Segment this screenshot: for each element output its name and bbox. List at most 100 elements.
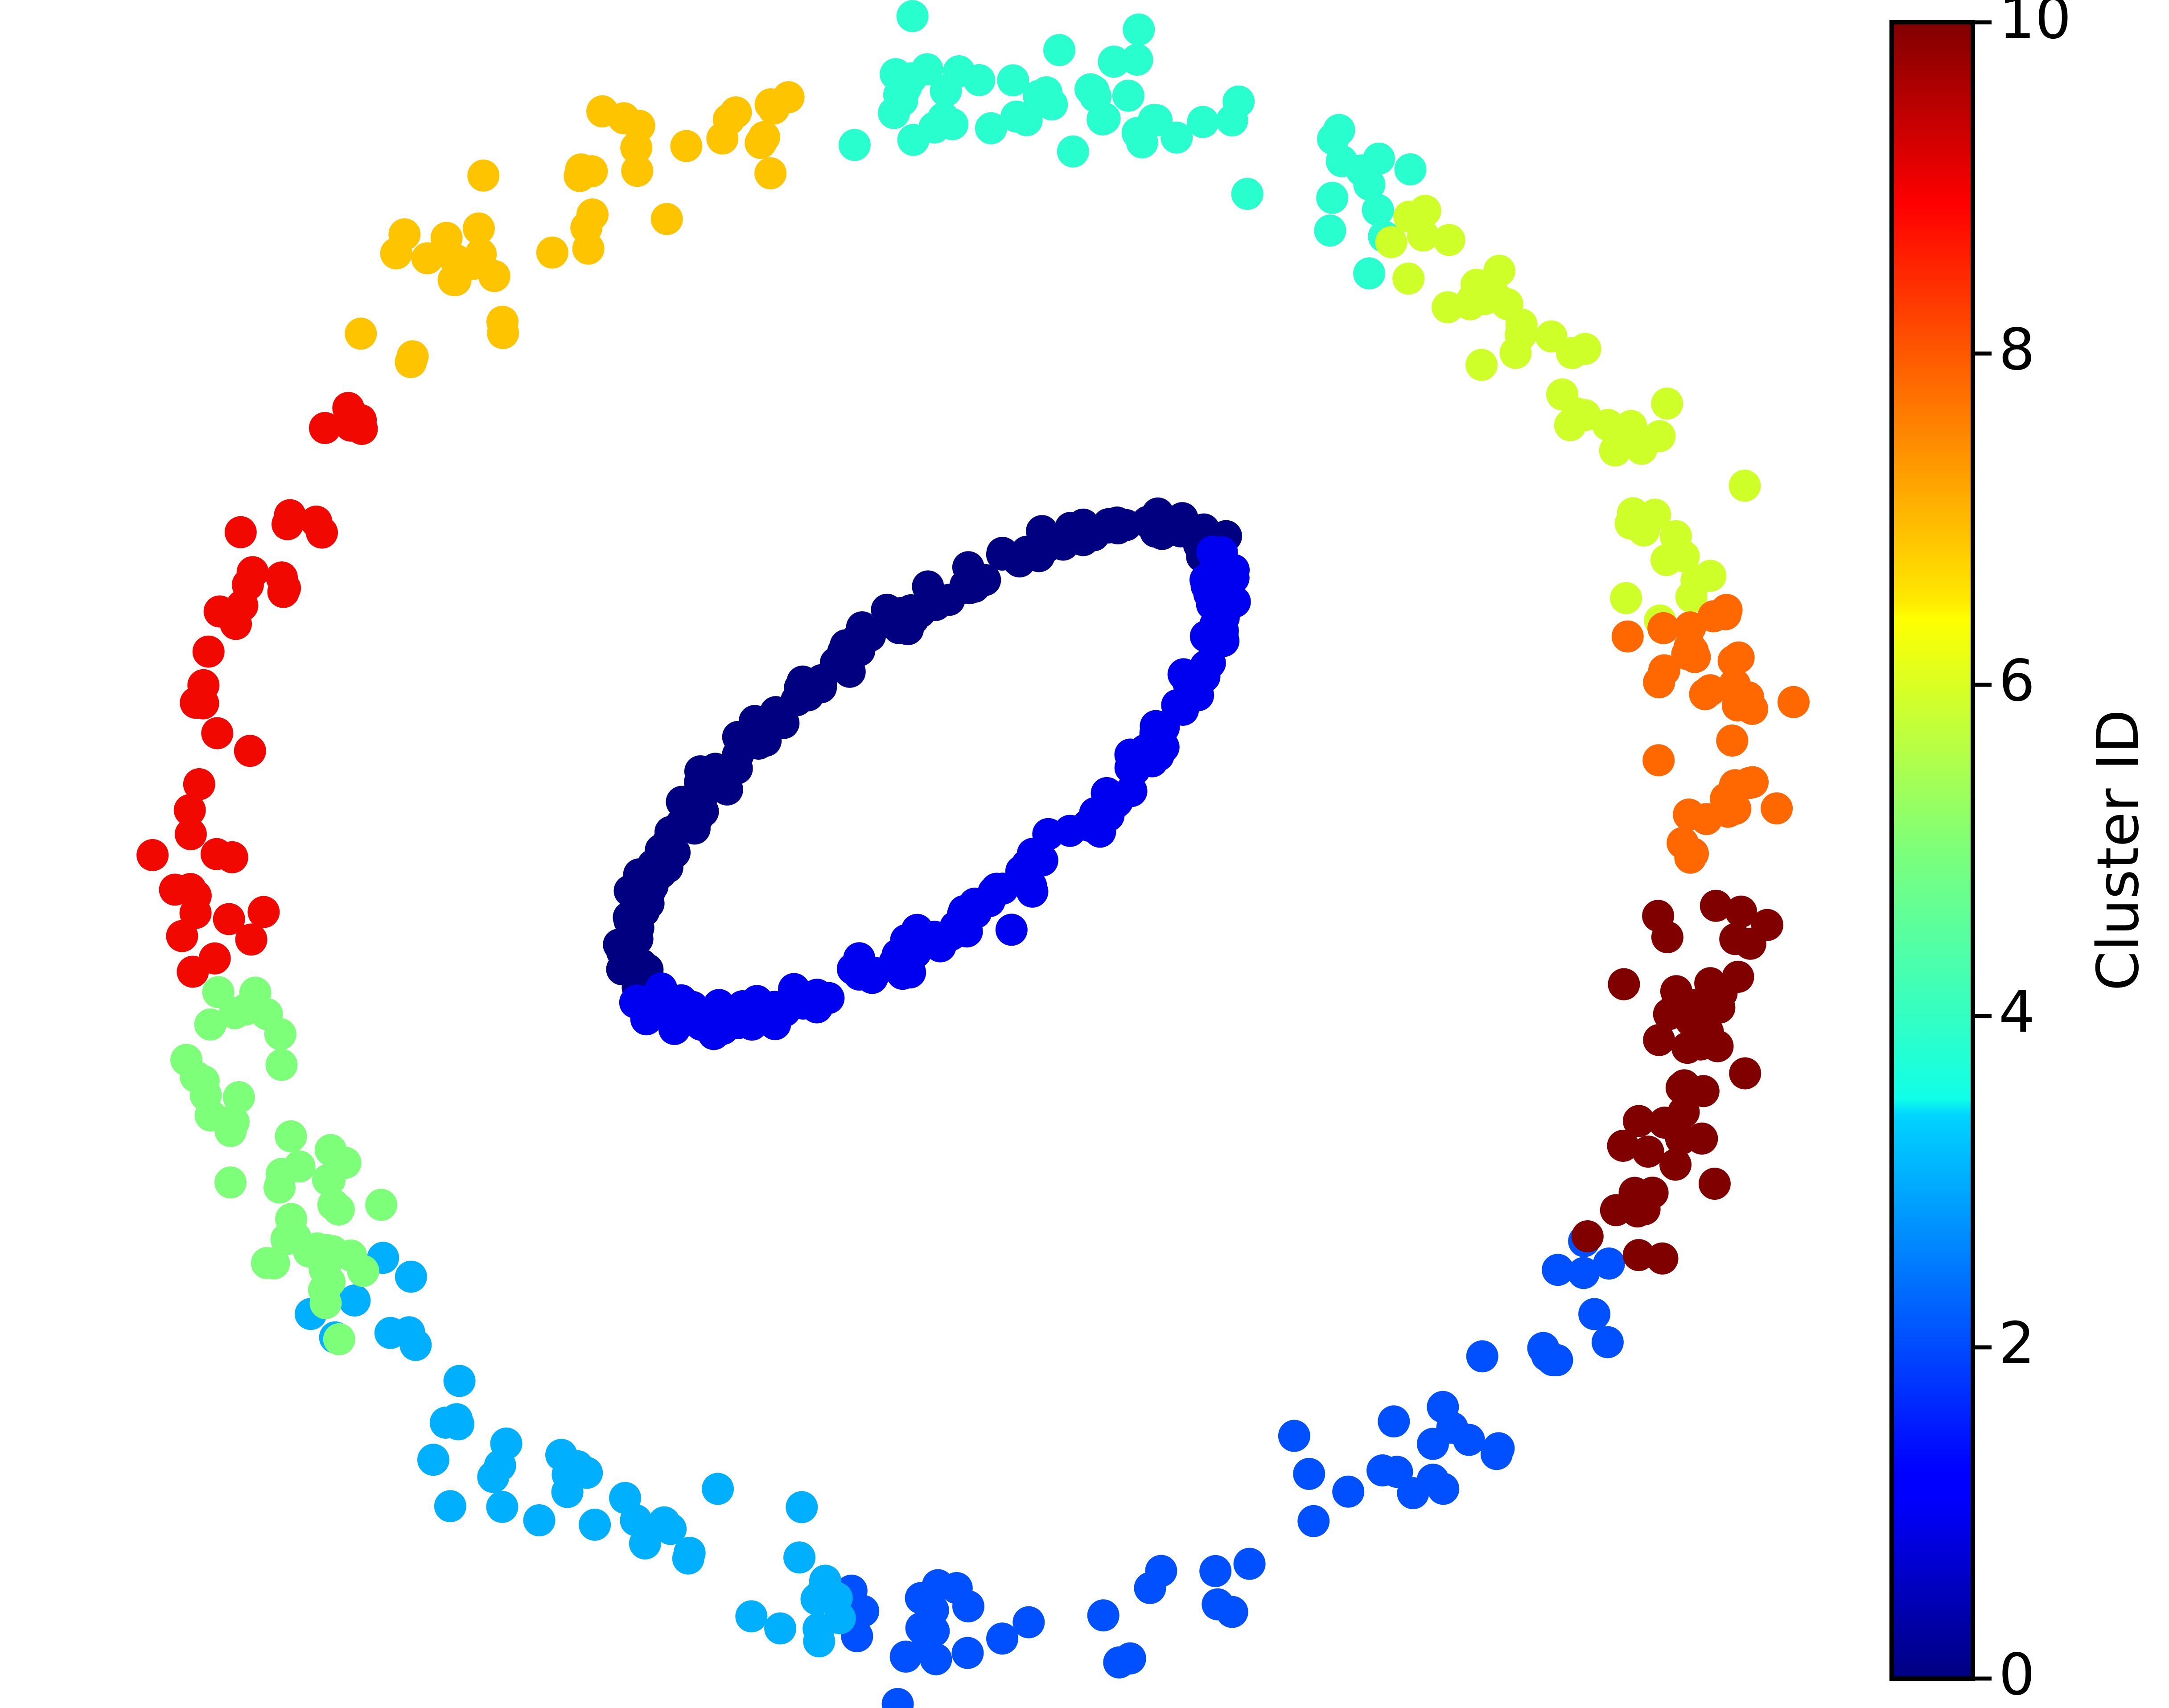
scatter-point-cluster-7 bbox=[380, 237, 412, 269]
scatter-point-cluster-5 bbox=[251, 1247, 283, 1279]
scatter-point-cluster-6 bbox=[1375, 226, 1408, 258]
scatter-point-cluster-0 bbox=[792, 679, 824, 712]
scatter-point-cluster-5 bbox=[214, 1115, 247, 1147]
scatter-point-cluster-2 bbox=[1568, 1257, 1600, 1289]
scatter-point-cluster-1 bbox=[1202, 621, 1234, 653]
scatter-point-cluster-4 bbox=[1314, 214, 1346, 247]
scatter-point-cluster-10 bbox=[1632, 1136, 1664, 1168]
scatter-point-cluster-2 bbox=[1378, 1405, 1410, 1437]
scatter-point-cluster-8 bbox=[1643, 666, 1675, 698]
scatter-point-cluster-4 bbox=[1316, 182, 1348, 214]
scatter-point-cluster-3 bbox=[783, 1541, 815, 1573]
scatter-point-cluster-7 bbox=[395, 346, 427, 378]
scatter-point-cluster-3 bbox=[444, 1365, 476, 1397]
scatter-point-cluster-3 bbox=[764, 1613, 796, 1645]
scatter-point-cluster-10 bbox=[1643, 1024, 1675, 1056]
scatter-point-cluster-1 bbox=[619, 987, 651, 1019]
scatter-point-cluster-7 bbox=[773, 81, 805, 113]
scatter-point-cluster-10 bbox=[1692, 1016, 1724, 1048]
scatter-point-cluster-1 bbox=[1017, 838, 1049, 870]
scatter-point-cluster-10 bbox=[1687, 1075, 1720, 1107]
scatter-point-cluster-6 bbox=[1604, 428, 1636, 460]
scatter-point-cluster-1 bbox=[996, 914, 1028, 946]
scatter-point-cluster-2 bbox=[1216, 1596, 1248, 1628]
scatter-point-cluster-8 bbox=[1723, 642, 1755, 674]
colorbar-tick-label: 10 bbox=[1999, 0, 2071, 52]
scatter-point-cluster-7 bbox=[620, 132, 652, 164]
scatter-point-cluster-0 bbox=[686, 776, 718, 808]
scatter-point-cluster-7 bbox=[467, 160, 499, 192]
scatter-point-cluster-1 bbox=[1173, 667, 1205, 699]
scatter-point-cluster-6 bbox=[1483, 255, 1515, 287]
scatter-point-cluster-2 bbox=[1541, 1344, 1573, 1376]
scatter-point-cluster-9 bbox=[247, 896, 280, 928]
scatter-point-cluster-5 bbox=[275, 1203, 307, 1235]
scatter-point-cluster-7 bbox=[570, 212, 602, 244]
scatter-point-cluster-3 bbox=[609, 1482, 641, 1514]
scatter-point-cluster-4 bbox=[1323, 114, 1355, 146]
scatter-point-cluster-9 bbox=[226, 589, 258, 621]
scatter-point-cluster-10 bbox=[1729, 1058, 1761, 1090]
scatter-point-cluster-7 bbox=[754, 157, 786, 189]
scatter-point-cluster-8 bbox=[1716, 724, 1748, 757]
scatter-point-cluster-10 bbox=[1649, 1107, 1681, 1139]
scatter-point-cluster-6 bbox=[1650, 544, 1683, 576]
scatter-point-cluster-3 bbox=[803, 1625, 835, 1657]
colorbar-label: Cluster ID bbox=[2085, 709, 2152, 991]
scatter-point-cluster-4 bbox=[1216, 104, 1248, 136]
colorbar-tick-label: 2 bbox=[1999, 1310, 2035, 1377]
scatter-point-cluster-1 bbox=[1091, 777, 1123, 809]
scatter-point-cluster-8 bbox=[1778, 686, 1810, 718]
scatter-point-cluster-9 bbox=[225, 516, 257, 548]
scatter-point-cluster-4 bbox=[880, 58, 912, 90]
scatter-point-cluster-6 bbox=[1554, 409, 1586, 441]
scatter-point-cluster-7 bbox=[438, 264, 470, 296]
scatter-point-cluster-7 bbox=[412, 242, 444, 274]
scatter-point-cluster-9 bbox=[187, 669, 219, 701]
scatter-point-cluster-4 bbox=[897, 0, 929, 32]
scatter-point-cluster-2 bbox=[1199, 1555, 1231, 1587]
scatter-point-cluster-9 bbox=[175, 818, 207, 850]
scatter-point-cluster-4 bbox=[1353, 257, 1385, 289]
scatter-point-cluster-4 bbox=[1074, 73, 1107, 105]
scatter-point-cluster-0 bbox=[824, 645, 856, 677]
scatter-point-cluster-2 bbox=[1087, 1599, 1119, 1631]
scatter-point-cluster-10 bbox=[1725, 896, 1757, 928]
scatter-point-cluster-10 bbox=[1660, 975, 1692, 1007]
scatter-point-cluster-9 bbox=[201, 717, 233, 749]
scatter-point-cluster-6 bbox=[1535, 321, 1568, 353]
scatter-point-cluster-7 bbox=[670, 130, 702, 162]
scatter-point-cluster-2 bbox=[1436, 1412, 1468, 1444]
scatter-point-cluster-7 bbox=[486, 306, 519, 338]
scatter-point-cluster-5 bbox=[264, 1018, 296, 1050]
scatter-point-cluster-5 bbox=[315, 1134, 347, 1166]
scatter-point-cluster-3 bbox=[490, 1428, 523, 1460]
scatter-point-cluster-7 bbox=[576, 155, 608, 187]
scatter-point-cluster-4 bbox=[943, 55, 975, 87]
scatter-point-cluster-7 bbox=[345, 317, 377, 350]
scatter-point-cluster-1 bbox=[859, 957, 891, 989]
scatter-point-cluster-6 bbox=[1465, 349, 1498, 381]
scatter-point-cluster-10 bbox=[1694, 967, 1726, 999]
scatter-point-cluster-2 bbox=[1278, 1420, 1310, 1452]
scatter-point-cluster-4 bbox=[997, 64, 1029, 96]
scatter-point-cluster-2 bbox=[1417, 1464, 1449, 1496]
scatter-point-cluster-9 bbox=[193, 636, 225, 668]
scatter-point-cluster-1 bbox=[1209, 578, 1241, 610]
scatter-point-cluster-1 bbox=[1148, 712, 1180, 744]
scatter-point-cluster-5 bbox=[313, 1266, 346, 1298]
scatter-point-cluster-5 bbox=[214, 1166, 247, 1198]
scatter-point-cluster-2 bbox=[1332, 1476, 1364, 1508]
scatter-point-cluster-5 bbox=[202, 976, 235, 1008]
scatter-point-cluster-3 bbox=[579, 1509, 611, 1541]
scatter-point-cluster-5 bbox=[323, 1323, 355, 1355]
scatter-point-cluster-10 bbox=[1699, 1168, 1731, 1200]
scatter-point-cluster-6 bbox=[1499, 337, 1531, 369]
scatter-point-cluster-9 bbox=[306, 517, 338, 549]
scatter-point-cluster-8 bbox=[1719, 769, 1751, 801]
scatter-point-cluster-4 bbox=[1011, 104, 1043, 136]
scatter-point-cluster-0 bbox=[665, 808, 697, 840]
scatter-point-cluster-1 bbox=[662, 994, 694, 1026]
scatter-point-cluster-0 bbox=[854, 620, 886, 652]
